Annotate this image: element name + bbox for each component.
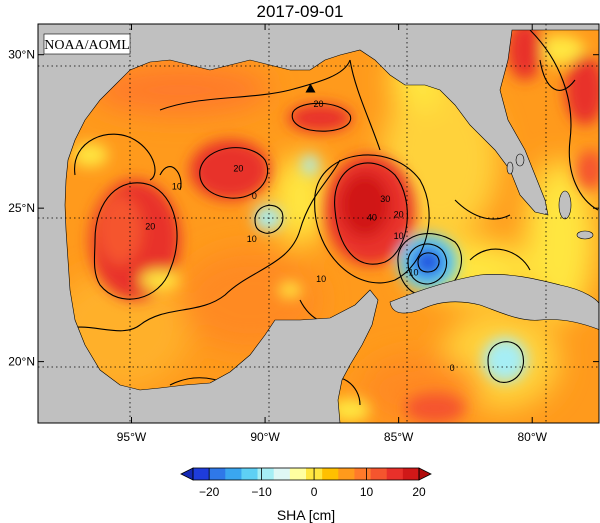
colorbar-segment bbox=[193, 468, 210, 480]
station-marker-triangle bbox=[305, 83, 316, 93]
colorbar-tick-label: −10 bbox=[251, 485, 272, 499]
contour-label: 10 bbox=[394, 231, 404, 241]
land bbox=[38, 24, 599, 423]
contour-label: 20 bbox=[145, 222, 155, 232]
lat-tick-label: 20°N bbox=[8, 355, 35, 369]
contour-label: 20 bbox=[394, 209, 404, 219]
contour-label: 20 bbox=[233, 163, 243, 173]
colorbar-segment bbox=[354, 468, 371, 480]
colorbar-segment bbox=[402, 468, 420, 480]
contour-label: 0 bbox=[252, 191, 257, 201]
contour-label: 10 bbox=[316, 274, 326, 284]
lon-tick-label: 90°W bbox=[250, 430, 280, 444]
colorbar-segment bbox=[209, 468, 226, 480]
lon-tick-label: 95°W bbox=[117, 430, 147, 444]
lat-tick-label: 30°N bbox=[8, 48, 35, 62]
colorbar-segment bbox=[257, 468, 275, 480]
colorbar-tick-label: 20 bbox=[412, 485, 426, 499]
lon-tick-label: 80°W bbox=[517, 430, 547, 444]
colorbar: −20 −10 0 10 20 SHA [cm] bbox=[180, 467, 432, 523]
credit-box bbox=[43, 33, 131, 55]
colorbar-low-arrow bbox=[180, 467, 194, 481]
map-frame bbox=[37, 23, 600, 424]
credit-text: NOAA/AOML bbox=[44, 38, 130, 53]
contour-label: 30 bbox=[380, 194, 390, 204]
graticule bbox=[38, 24, 599, 423]
contour-label: -10 bbox=[405, 268, 418, 278]
colorbar-segment bbox=[370, 468, 388, 480]
contour-label: 40 bbox=[367, 212, 377, 222]
contour-label: 10 bbox=[247, 234, 257, 244]
colorbar-segment bbox=[289, 468, 307, 480]
colorbar-segment bbox=[241, 468, 258, 480]
colorbar-segment bbox=[386, 468, 404, 480]
colorbar-segment bbox=[322, 468, 339, 480]
colorbar-label: SHA [cm] bbox=[277, 507, 335, 523]
colorbar-segment bbox=[338, 468, 355, 480]
contour-lines bbox=[59, 29, 599, 406]
contour-label: 10 bbox=[172, 182, 182, 192]
lat-tick-label: 25°N bbox=[8, 201, 35, 215]
colorbar-tick-label: −20 bbox=[199, 485, 220, 499]
contour-label: 20 bbox=[313, 99, 323, 109]
map-axes: 95°W 90°W 85°W 80°W 30°N 25°N 20°N bbox=[8, 24, 599, 444]
contour-label: 0 bbox=[450, 363, 455, 373]
colorbar-segment bbox=[273, 468, 291, 480]
anomaly-field-features bbox=[72, 24, 599, 423]
lon-tick-label: 85°W bbox=[384, 430, 414, 444]
colorbar-tick-label: 0 bbox=[311, 485, 318, 499]
map-title: 2017-09-01 bbox=[256, 2, 344, 21]
colorbar-high-arrow bbox=[418, 467, 432, 481]
colorbar-tick-label: 10 bbox=[360, 485, 374, 499]
colorbar-segment bbox=[225, 468, 242, 480]
